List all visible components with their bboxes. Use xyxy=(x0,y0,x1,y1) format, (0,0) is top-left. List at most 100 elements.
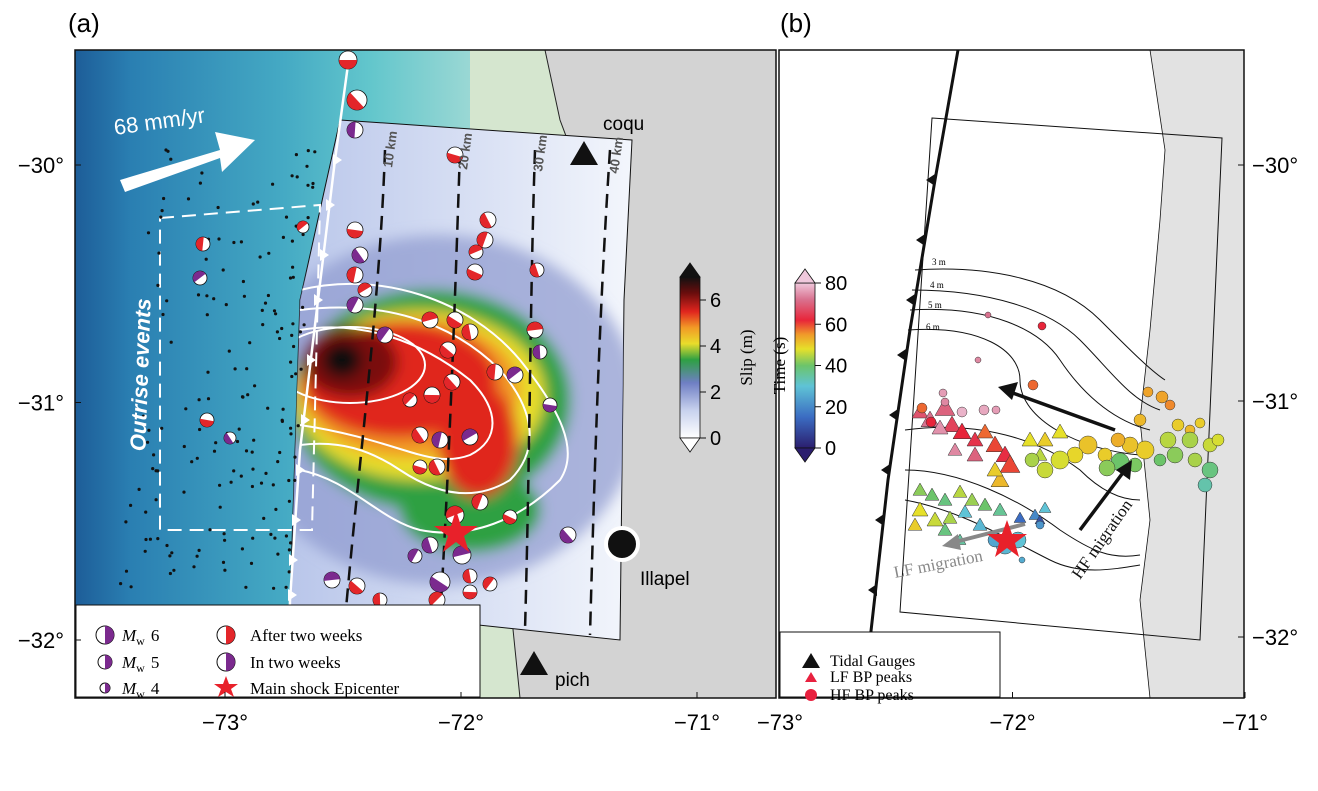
legend-b: Tidal Gauges LF BP peaks HF BP peaks xyxy=(780,632,1000,704)
outrise-event xyxy=(252,202,255,205)
outrise-event xyxy=(276,553,279,556)
outrise-event xyxy=(184,407,187,410)
outrise-event xyxy=(200,171,203,174)
outrise-event xyxy=(219,506,222,509)
outrise-event xyxy=(251,485,254,488)
outrise-event xyxy=(266,407,269,410)
legend-label: Tidal Gauges xyxy=(830,653,915,670)
outrise-event xyxy=(307,216,310,219)
outrise-event xyxy=(251,537,254,540)
hf-peak xyxy=(1111,433,1125,447)
magnitude-symbol: M xyxy=(121,679,137,698)
outrise-event xyxy=(198,428,201,431)
outrise-event xyxy=(196,555,199,558)
colorbar-tick-label: 2 xyxy=(710,382,721,404)
outrise-event xyxy=(232,241,235,244)
colorbar-scale xyxy=(795,283,815,448)
outrise-event xyxy=(292,276,295,279)
hf-peak xyxy=(1051,451,1069,469)
hf-peak xyxy=(1028,380,1038,390)
legend-label: HF BP peaks xyxy=(830,687,914,704)
contour-label: 4 m xyxy=(930,280,944,290)
outrise-event xyxy=(285,534,288,537)
outrise-event xyxy=(144,550,147,553)
colorbar-tick-label: 40 xyxy=(825,356,847,378)
outrise-event xyxy=(241,396,244,399)
outrise-event xyxy=(290,375,293,378)
outrise-event xyxy=(267,252,270,255)
magnitude-value: 6 xyxy=(151,626,160,645)
outrise-event xyxy=(129,504,132,507)
outrise-event xyxy=(223,539,226,542)
panel-a-map xyxy=(75,50,776,698)
hf-peak xyxy=(1134,414,1146,426)
colorbar-title: Time (s) xyxy=(770,337,789,394)
outrise-event xyxy=(159,216,162,219)
outrise-event xyxy=(157,252,160,255)
hf-peak xyxy=(957,407,967,417)
outrise-event xyxy=(281,420,284,423)
outrise-event xyxy=(305,165,308,168)
hf-peak xyxy=(1160,432,1176,448)
colorbar-tick-label: 80 xyxy=(825,273,847,295)
hf-peak xyxy=(1099,460,1115,476)
x-tick-label: −72° xyxy=(989,710,1035,735)
outrise-event xyxy=(217,237,220,240)
outrise-event xyxy=(242,280,245,283)
outrise-label: Outrise events xyxy=(125,298,155,452)
outrise-event xyxy=(296,175,299,178)
outrise-event xyxy=(245,449,248,452)
magnitude-symbol: M xyxy=(121,653,137,672)
outrise-event xyxy=(169,572,172,575)
outrise-event xyxy=(251,451,254,454)
outrise-event xyxy=(147,231,150,234)
y-tick-label: −30° xyxy=(18,153,64,178)
outrise-event xyxy=(199,182,202,185)
outrise-event xyxy=(208,528,211,531)
outrise-event xyxy=(261,309,264,312)
panel-b-map xyxy=(779,50,1244,698)
outrise-event xyxy=(285,216,288,219)
outrise-event xyxy=(156,537,159,540)
outrise-event xyxy=(293,456,296,459)
hf-peak xyxy=(985,312,991,318)
outrise-event xyxy=(207,397,210,400)
hf-peak xyxy=(1143,387,1153,397)
hf-peak xyxy=(979,405,989,415)
panel-label: (a) xyxy=(68,8,100,38)
outrise-event xyxy=(160,427,163,430)
outrise-event xyxy=(162,197,165,200)
hf-peak xyxy=(1182,432,1198,448)
page: Slip and back-projection maps {"panel_a"… xyxy=(0,0,1318,791)
outrise-event xyxy=(274,508,277,511)
outrise-event xyxy=(297,424,300,427)
station-label: pich xyxy=(555,670,590,691)
outrise-event xyxy=(291,174,294,177)
outrise-event xyxy=(236,440,239,443)
magnitude-subscript: w xyxy=(136,634,145,648)
outrise-event xyxy=(303,323,306,326)
outrise-event xyxy=(276,460,279,463)
x-tick-label: −72° xyxy=(438,710,484,735)
outrise-event xyxy=(272,483,275,486)
outrise-event xyxy=(205,294,208,297)
colorbar-tick-label: 6 xyxy=(710,290,721,312)
body: 68 mm/yr Outrise events 10 km20 km30 km4… xyxy=(0,0,1318,791)
outrise-event xyxy=(198,398,201,401)
outrise-event xyxy=(282,408,285,411)
outrise-event xyxy=(238,428,241,431)
hf-peak xyxy=(1036,521,1044,529)
hf-peak xyxy=(926,417,936,427)
hf-peak xyxy=(939,389,947,397)
outrise-event xyxy=(294,372,297,375)
outrise-event xyxy=(144,510,147,513)
contour-label: 3 m xyxy=(932,257,946,267)
outrise-event xyxy=(269,533,272,536)
magnitude-subscript: w xyxy=(136,687,145,701)
outrise-event xyxy=(290,334,293,337)
legend-label: LF BP peaks xyxy=(830,669,912,686)
outrise-event xyxy=(213,450,216,453)
outrise-event xyxy=(198,549,201,552)
hf-peak xyxy=(1212,434,1224,446)
outrise-event xyxy=(267,294,270,297)
